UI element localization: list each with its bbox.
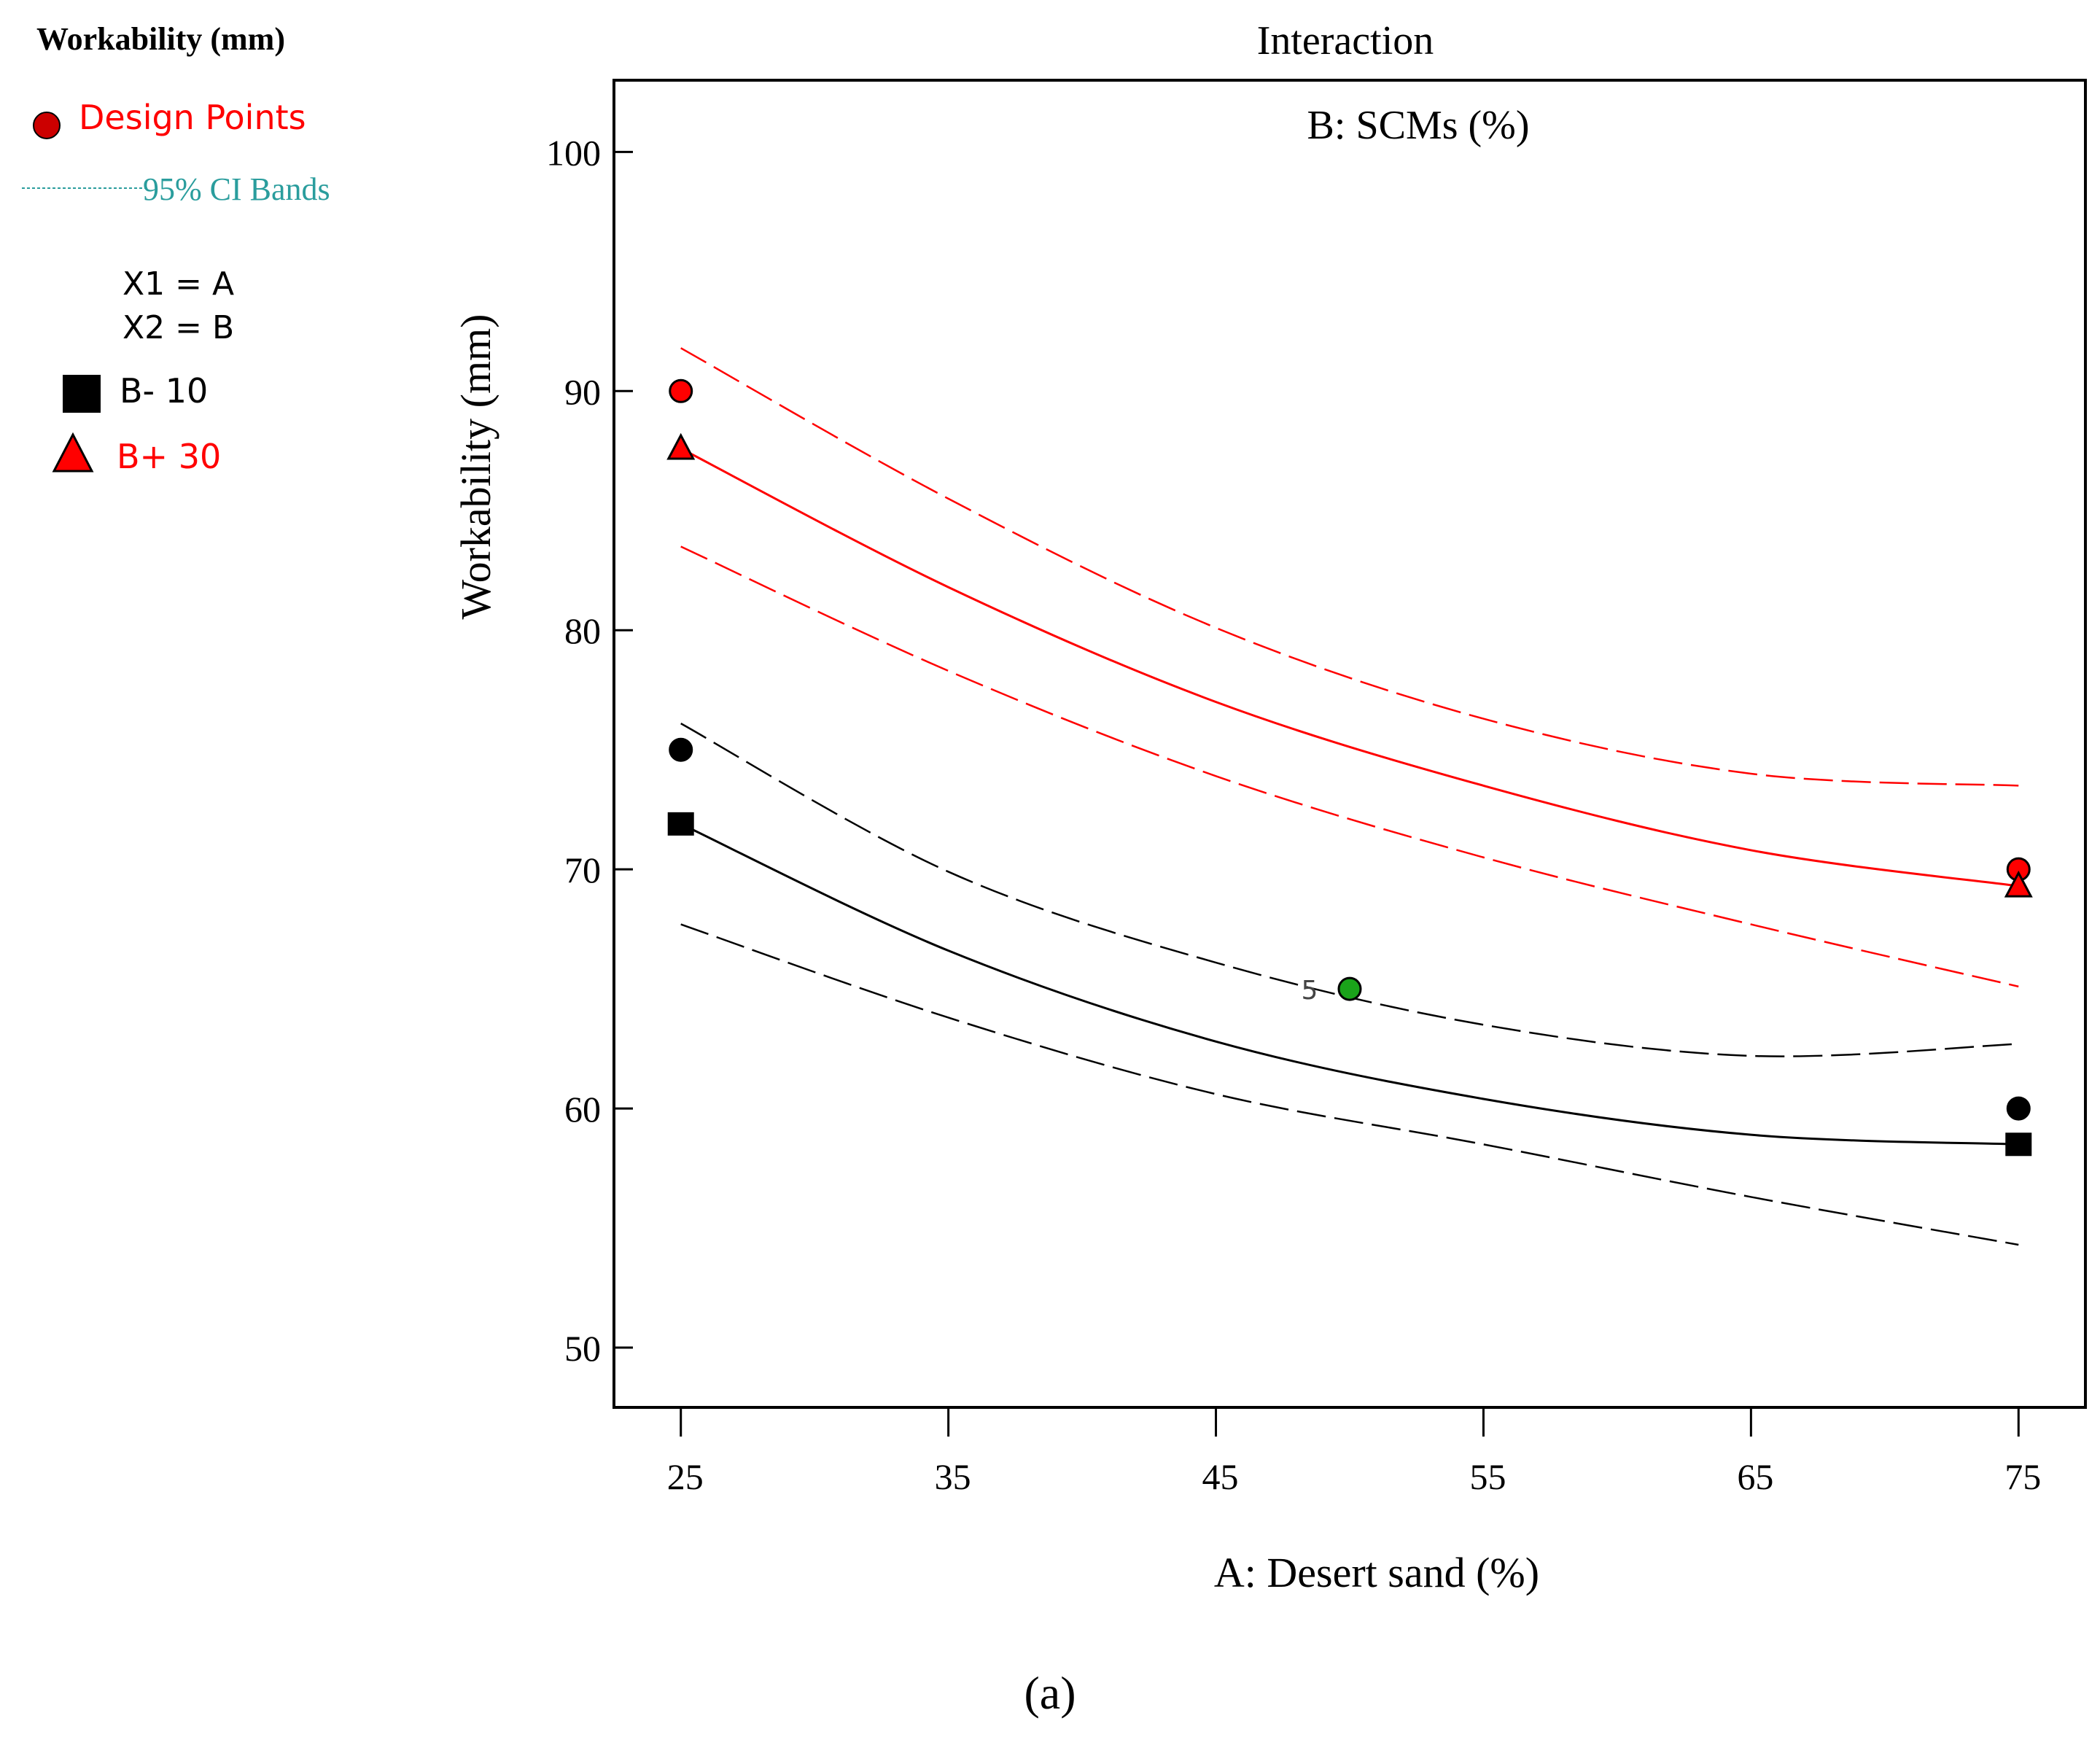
series-b-30-95-ci-lower <box>680 545 2019 988</box>
legend-b-low: B- 10 <box>120 371 208 411</box>
x-tick-label: 35 <box>935 1456 971 1497</box>
legend-b-high: B+ 30 <box>117 437 221 476</box>
series-b-10-95-ci-upper <box>680 723 2019 1057</box>
triangle-marker-icon <box>52 432 94 473</box>
x-axis-label: A: Desert sand (%) <box>1214 1549 1539 1596</box>
annotation-layer: 5 <box>1302 976 1318 1006</box>
y-tick-label: 70 <box>564 850 601 890</box>
figure-caption: (a) <box>1024 1667 1076 1719</box>
b-low-marker <box>667 812 694 836</box>
design-point-marker <box>2006 1096 2031 1121</box>
y-tick-label: 60 <box>564 1089 601 1130</box>
b-high-marker <box>666 432 696 460</box>
center-point-marker <box>1337 976 1362 1001</box>
y-tick-label: 80 <box>564 610 601 651</box>
points-layer <box>666 378 2033 1157</box>
legend-x1: X1 = A <box>122 265 234 303</box>
series-layer <box>680 347 2019 1246</box>
x-tick-label: 55 <box>1469 1456 1506 1497</box>
y-tick-label: 100 <box>546 132 601 173</box>
design-point-marker <box>669 737 693 762</box>
b-high-marker <box>2004 870 2033 898</box>
replicate-count-annotation: 5 <box>1302 976 1318 1006</box>
legend: Workability (mm) Design Points 95% CI Ba… <box>22 21 330 476</box>
y-axis: 50 60 70 80 90 100 <box>546 132 633 1369</box>
x-tick-label: 65 <box>1737 1456 1773 1497</box>
y-tick-label: 50 <box>564 1328 601 1369</box>
legend-heading: Workability (mm) <box>36 21 285 57</box>
series-b-30 <box>680 447 2019 887</box>
x-tick-label: 25 <box>667 1456 704 1497</box>
x-axis: 25 35 45 55 65 75 <box>667 1407 2041 1497</box>
square-marker-icon <box>63 375 101 413</box>
plot-frame <box>612 79 2087 1409</box>
y-axis-label: Workability (mm) <box>452 314 499 620</box>
series-b-10 <box>680 823 2019 1146</box>
chart-subtitle: B: SCMs (%) <box>1307 103 1530 148</box>
x-tick-label: 75 <box>2004 1456 2041 1497</box>
design-point-marker <box>669 378 693 403</box>
legend-ci-bands: 95% CI Bands <box>143 171 330 207</box>
x-tick-label: 45 <box>1202 1456 1239 1497</box>
series-b-30-95-ci-upper <box>680 347 2019 787</box>
design-point-marker-icon <box>33 112 61 139</box>
legend-x2: X2 = B <box>122 309 234 346</box>
b-low-marker <box>2005 1132 2032 1157</box>
legend-design-points: Design Points <box>79 98 306 137</box>
y-tick-label: 90 <box>564 371 601 412</box>
series-b-10-95-ci-lower <box>680 923 2019 1246</box>
chart-title: Interaction <box>1257 18 1434 63</box>
